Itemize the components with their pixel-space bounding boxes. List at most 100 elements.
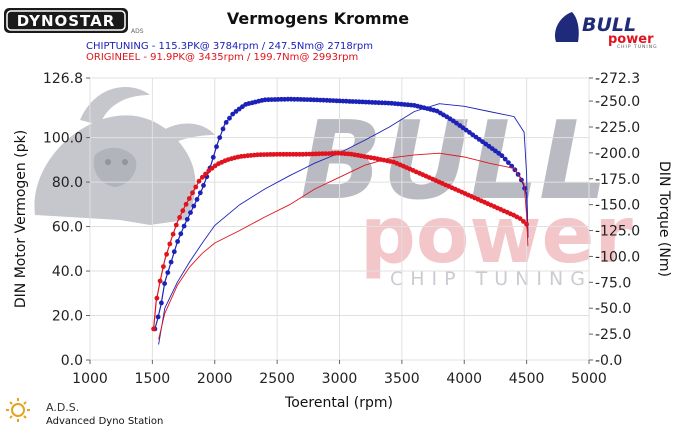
bullpower-logo-top: BULL [582,14,636,36]
chart-title: Vermogens Kromme [227,9,409,28]
chiptuning-power-point [220,126,226,132]
origineel-power-point [186,196,192,201]
origineel-power-point [177,215,183,220]
chiptuning-power-point [155,314,161,320]
y-right-tick-label: -0.0 [595,353,622,369]
series-layer [151,96,529,345]
chiptuning-power-point [191,203,197,209]
x-tick-label: 2500 [259,371,295,387]
y-right-tick-label: -175.0 [595,172,640,188]
origineel-power-point [190,190,195,196]
chiptuning-power-point [502,156,508,162]
y-right-tick-label: -150.0 [595,198,640,214]
y-right-tick-label: -50.0 [595,301,631,317]
y-left-tick-label: 100.0 [43,131,83,147]
chiptuning-power-point [223,120,229,125]
origineel-power-point [521,219,526,224]
y-left-tick-label: 80.0 [52,175,83,191]
chiptuning-power-point [162,281,168,286]
ads-footer: A.D.S. Advanced Dyno Station [6,398,163,427]
y-left-tick-label: 0.0 [61,353,83,369]
y-left-axis-title: DIN Motor Vermogen (pk) [13,130,29,308]
chiptuning-power-point [214,144,219,150]
x-tick-label: 5000 [571,371,607,387]
watermark-tag-text: CHIP TUNING [390,268,592,290]
origineel-power-point [180,208,186,214]
origineel-power-point [170,231,176,237]
chiptuning-power-point [171,249,177,255]
origineel-power-point [164,251,170,257]
chiptuning-power-point [227,115,232,121]
chiptuning-power-point [230,111,236,117]
origineel-power-point [293,151,299,157]
dynostar-logo-text: DYNOSTAR [17,12,116,30]
origineel-power-point [161,264,166,269]
x-tick-label: 1500 [135,371,171,387]
chiptuning-power-point [201,183,206,188]
dynostar-logo: DYNOSTAR ADS [4,8,144,35]
y-right-tick-label: -25.0 [595,327,631,343]
chiptuning-power-point [188,210,193,216]
origineel-power-point [193,184,199,190]
chiptuning-torque-line [158,103,529,345]
chiptuning-power-point [217,135,223,141]
dynostar-logo-sub: ADS [131,28,144,35]
origineel-power-point [287,151,293,157]
chiptuning-power-point [291,96,297,102]
origineel-torque-line [158,152,529,340]
y-right-tick-label: -225.0 [595,120,640,136]
bullpower-logo: BULL power CHIP TUNING [554,12,658,50]
bullpower-logo-bottom: power [608,32,654,47]
y-left-tick-label: 20.0 [52,309,83,325]
chiptuning-power-point [210,154,216,160]
y-right-tick-label: -100.0 [595,249,640,265]
origineel-power-point [154,295,160,301]
chiptuning-power-point [506,160,511,166]
chiptuning-power-point [194,197,200,202]
y-right-tick-label: -125.0 [595,224,640,240]
y-right-axis-ticks: -0.0 -25.0 -50.0 -75.0 -100.0 -125.0 -150.0 -17… [589,71,640,369]
x-tick-label: 3000 [322,371,358,387]
chiptuning-power-point [499,153,505,159]
y-right-tick-label: -200.0 [595,146,640,162]
ads-long: Advanced Dyno Station [46,416,163,427]
y-right-tick-label: -250.0 [595,94,640,110]
chiptuning-power-point [493,148,498,154]
y-right-tick-label: -75.0 [595,275,631,291]
y-left-tick-label: 40.0 [52,264,83,280]
origineel-power-point [151,326,157,332]
chiptuning-power-point [184,216,190,222]
origineel-power-point [517,216,523,222]
chiptuning-power-point [197,190,203,196]
y-left-tick-label: 126.8 [43,71,83,87]
watermark: BULL power CHIP TUNING [34,87,633,290]
x-tick-label: 1000 [72,371,108,387]
bullpower-logo-tag: CHIP TUNING [617,44,658,50]
origineel-power-point [196,178,202,184]
origineel-power-point [167,241,173,247]
ads-short: A.D.S. [46,401,79,414]
x-axis-title: Toerental (rpm) [284,395,393,411]
y-left-axis-ticks: 0.0 20.0 40.0 60.0 80.0 100.0 126.8 [43,71,90,369]
grid [89,77,590,361]
origineel-power-point [173,222,179,228]
origineel-power-point [277,151,283,157]
x-tick-label: 4000 [446,371,482,387]
chiptuning-power-point [168,259,174,265]
x-tick-label: 3500 [384,371,420,387]
origineel-power-point [203,171,208,177]
y-left-tick-label: 60.0 [52,220,83,236]
x-tick-label: 4500 [509,371,545,387]
y-right-tick-label: -272.3 [595,71,640,87]
origineel-power-point [157,278,163,284]
x-tick-label: 2000 [197,371,233,387]
x-axis-ticks: 1000 1500 2000 2500 3000 3500 4000 4500 5000 [72,360,607,387]
bull-mascot-watermark [34,87,215,225]
chiptuning-power-point [178,231,184,237]
origineel-power-point [199,174,205,180]
ads-sun-icon [6,398,30,422]
chiptuning-power-point [165,270,171,275]
chiptuning-power-point [181,223,187,229]
